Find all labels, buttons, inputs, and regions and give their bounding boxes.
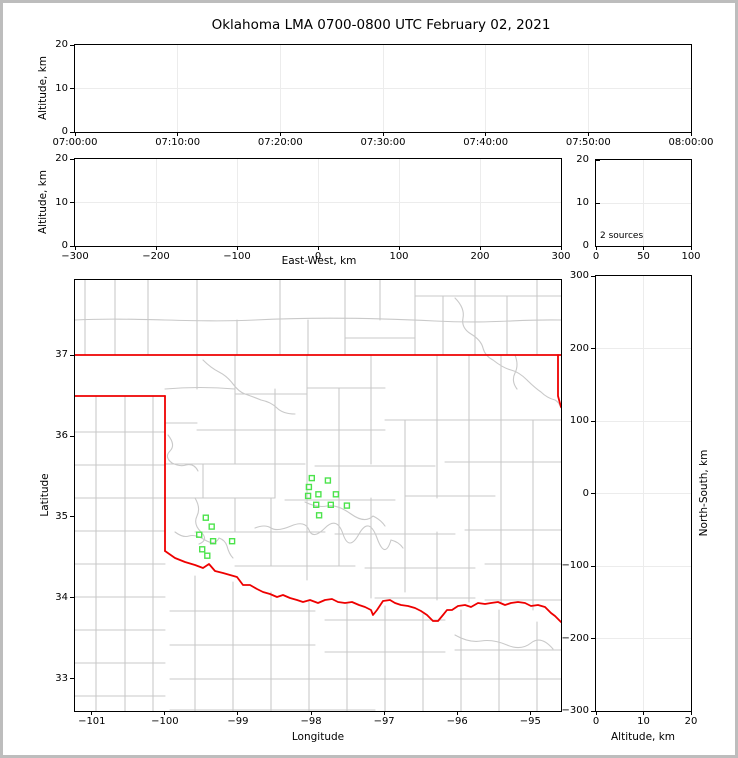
ylabel-latitude: Latitude <box>38 473 51 517</box>
y-tick-label: 10 <box>576 197 589 208</box>
panel-source-histogram: 2 sources 0 50 100 0 10 20 <box>576 155 700 262</box>
x-tick-label: −97 <box>373 716 395 727</box>
lma-station-square <box>343 502 351 509</box>
lma-station-square <box>327 501 335 509</box>
y-tick-label: 36 <box>55 430 68 442</box>
lma-station-square <box>305 483 313 491</box>
lma-station-square <box>332 491 340 498</box>
y-tick-label: 0 <box>582 240 589 251</box>
lma-station-square <box>312 501 320 509</box>
x-tick-label: 07:50:00 <box>565 137 611 148</box>
ylabel-altitude-mid: Altitude, km <box>36 169 49 235</box>
y-tick-label: −100 <box>561 560 589 571</box>
y-tick-label: 35 <box>55 510 68 522</box>
y-tick-label: 200 <box>569 342 589 354</box>
x-tick-label: 07:20:00 <box>257 137 303 148</box>
x-tick-label: −98 <box>300 716 322 727</box>
lma-station-square <box>315 491 322 498</box>
xlabel-east-west: East-West, km <box>281 255 357 267</box>
y-tick-label: 100 <box>569 415 589 426</box>
x-tick-label: 100 <box>389 251 409 262</box>
lma-station-square <box>308 474 316 482</box>
lma-station-square <box>195 531 203 538</box>
x-tick-label: 0 <box>314 251 322 262</box>
x-tick-label: −300 <box>61 251 89 262</box>
state-border <box>75 354 561 623</box>
y-tick-label: 20 <box>55 153 68 164</box>
panel-northsouth-vs-altitude: 0 10 20 −300 −200 −100 0 100 200 300 <box>562 271 698 727</box>
lma-station-square <box>204 552 211 559</box>
source-count-annotation: 2 sources <box>600 231 644 241</box>
x-tick-label: 300 <box>551 251 571 262</box>
lma-station-square <box>202 514 210 521</box>
lma-station-square <box>208 523 215 530</box>
lma-station-square <box>209 538 217 545</box>
map-canvas <box>75 280 561 711</box>
x-tick-label: 0 <box>592 251 600 262</box>
red-river-border <box>164 550 561 623</box>
x-tick-label: 50 <box>637 251 650 262</box>
x-tick-label: −99 <box>227 716 249 727</box>
y-tick-label: 0 <box>61 126 68 137</box>
x-tick-label: 07:00:00 <box>52 137 98 148</box>
y-tick-label: 37 <box>55 349 68 361</box>
x-tick-label: −100 <box>223 251 251 262</box>
y-tick-label: 34 <box>55 591 68 603</box>
y-tick-label: 300 <box>569 270 589 281</box>
x-tick-label: −95 <box>519 716 541 727</box>
lma-station-square <box>304 492 312 500</box>
county-boundaries <box>75 280 561 711</box>
ylabel-altitude-top: Altitude, km <box>36 55 49 121</box>
panel-altitude-vs-eastwest: −300 −200 −100 0 100 200 300 0 10 20 <box>55 154 570 262</box>
x-tick-label: −200 <box>142 251 170 262</box>
x-tick-label: 100 <box>681 251 701 262</box>
x-tick-label: 07:10:00 <box>155 137 201 148</box>
x-tick-label: 20 <box>684 716 698 727</box>
x-tick-label: −101 <box>78 716 106 727</box>
x-tick-label: −100 <box>151 716 179 727</box>
panel-altitude-vs-time: 07:00:00 07:10:00 07:20:00 07:30:00 07:40:00… <box>53 40 714 148</box>
y-tick-label: −200 <box>561 632 589 644</box>
x-tick-label: 07:40:00 <box>463 137 509 148</box>
y-tick-label: 20 <box>576 154 589 165</box>
y-tick-label: 0 <box>582 487 589 499</box>
y-tick-label: 33 <box>55 672 68 684</box>
x-tick-label: −96 <box>446 716 468 727</box>
xlabel-longitude: Longitude <box>291 731 345 743</box>
lma-station-square <box>315 512 323 519</box>
y-tick-label: 20 <box>55 39 68 50</box>
x-tick-label: 07:30:00 <box>360 137 406 148</box>
y-tick-label: 10 <box>55 196 68 208</box>
x-tick-label: 10 <box>637 716 650 727</box>
lma-station-square <box>228 538 236 545</box>
lma-station-square <box>198 546 206 553</box>
ylabel-north-south: North-South, km <box>697 449 710 537</box>
xlabel-altitude-bottom: Altitude, km <box>610 731 676 743</box>
y-tick-label: −300 <box>561 705 589 716</box>
panel-plan-view-map: −101 −100 −99 −98 −97 −96 −95 33 34 35 36 37 <box>55 279 562 727</box>
lma-station-square <box>324 477 332 484</box>
y-tick-label: 10 <box>55 82 68 94</box>
figure-title: Oklahoma LMA 0700-0800 UTC February 02, … <box>211 17 551 33</box>
x-tick-label: 0 <box>592 716 600 727</box>
lma-station-markers <box>195 474 351 559</box>
y-tick-label: 0 <box>61 240 68 251</box>
x-tick-label: 08:00:00 <box>668 137 714 148</box>
x-tick-label: 200 <box>470 251 490 262</box>
